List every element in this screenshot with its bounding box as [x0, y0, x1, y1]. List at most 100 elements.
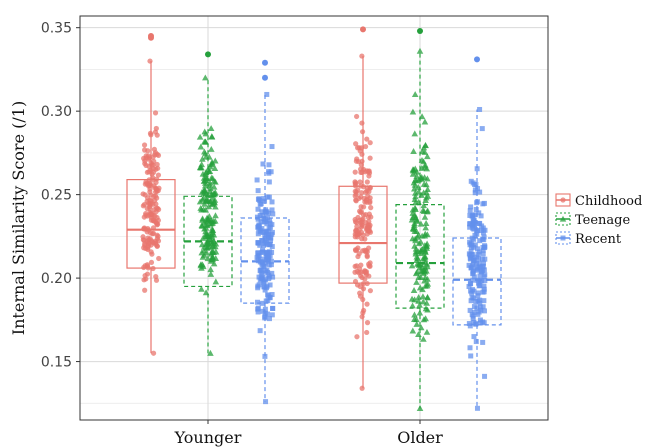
data-point [148, 201, 154, 207]
data-point [141, 214, 147, 220]
data-point [471, 274, 477, 280]
data-point [198, 249, 206, 256]
data-point [424, 192, 432, 199]
data-point [197, 261, 205, 268]
data-point [408, 295, 416, 302]
data-point [480, 304, 486, 310]
data-point [359, 385, 365, 391]
data-point [360, 216, 366, 222]
data-point [149, 231, 156, 237]
data-point [255, 299, 261, 305]
data-point [355, 214, 361, 221]
data-point [354, 223, 360, 230]
data-point [413, 320, 421, 327]
data-point [420, 202, 428, 209]
data-point [473, 321, 479, 327]
data-point [474, 405, 480, 411]
data-point [141, 201, 147, 208]
data-point [471, 334, 477, 340]
data-point [419, 293, 427, 300]
data-point [473, 207, 479, 213]
data-point [258, 267, 264, 273]
data-point [411, 227, 419, 234]
data-point [265, 257, 271, 263]
data-point [154, 243, 160, 249]
data-point [262, 306, 268, 312]
y-tick-label: 0.20 [41, 271, 72, 287]
data-point [412, 193, 419, 200]
data-point [472, 232, 478, 238]
data-point [475, 265, 481, 271]
data-point [154, 195, 160, 201]
legend-label-childhood: Childhood [575, 194, 642, 209]
data-point [424, 153, 431, 160]
data-point [478, 320, 484, 326]
y-tick-label: 0.25 [41, 188, 72, 204]
data-point [353, 141, 359, 147]
data-point [359, 222, 366, 229]
data-point [479, 126, 485, 132]
data-point [267, 238, 273, 244]
data-point [474, 260, 480, 266]
data-point [422, 282, 429, 289]
data-point [356, 251, 362, 257]
data-point [266, 179, 272, 185]
data-point [482, 278, 488, 284]
data-point [262, 216, 268, 222]
data-point [268, 262, 274, 268]
data-point [415, 231, 422, 238]
data-point [264, 209, 270, 215]
data-point [261, 279, 267, 285]
data-point [364, 320, 371, 326]
data-point [357, 293, 364, 299]
data-point [200, 187, 208, 194]
data-point [154, 161, 160, 168]
data-point [261, 196, 267, 202]
data-point [197, 143, 205, 150]
data-point [482, 373, 488, 379]
data-point [257, 328, 263, 334]
data-point [256, 222, 262, 228]
data-point [265, 194, 271, 200]
data-point [255, 188, 261, 194]
data-point [361, 307, 367, 314]
data-point [269, 249, 275, 255]
data-point [477, 238, 483, 244]
data-point [415, 188, 422, 195]
data-point [475, 251, 481, 257]
data-point [207, 266, 214, 273]
data-point [362, 236, 368, 242]
data-point [411, 316, 418, 323]
data-point [143, 162, 149, 169]
data-point [421, 277, 428, 284]
data-point [365, 193, 371, 199]
data-point [259, 209, 265, 215]
data-point [559, 215, 567, 222]
data-point [211, 243, 219, 250]
data-point [265, 269, 271, 275]
y-tick-label: 0.15 [41, 355, 72, 371]
data-point [482, 256, 488, 262]
data-point [257, 229, 263, 235]
data-point [471, 226, 477, 232]
data-point [209, 194, 216, 201]
data-point [203, 249, 210, 256]
data-point [353, 198, 359, 204]
data-point [363, 269, 370, 275]
data-point [269, 222, 275, 228]
data-point [354, 334, 360, 340]
data-point [352, 193, 358, 199]
data-point [359, 151, 365, 157]
data-point [470, 213, 476, 219]
data-point [262, 353, 268, 359]
data-point [141, 245, 147, 251]
data-point [259, 300, 265, 306]
data-point [255, 240, 261, 246]
data-point [421, 230, 429, 237]
data-point [480, 230, 486, 236]
data-point [143, 276, 149, 282]
data-point [152, 150, 159, 156]
data-point [480, 251, 486, 257]
data-point [149, 251, 155, 257]
